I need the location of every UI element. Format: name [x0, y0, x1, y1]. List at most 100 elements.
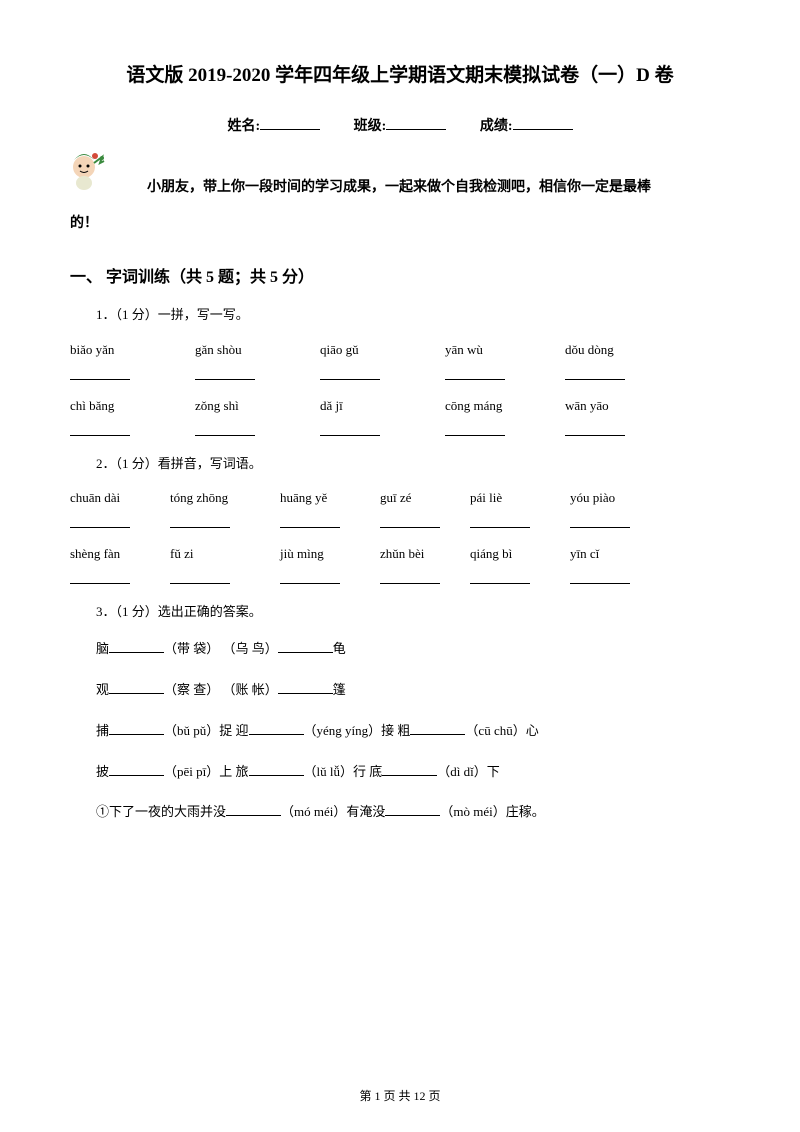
student-info-line: 姓名: 班级: 成绩:	[70, 115, 730, 135]
blank-cell	[70, 514, 130, 528]
q3-text: （带 袋） （乌 鸟）	[164, 641, 278, 656]
blank-cell	[445, 422, 505, 436]
pinyin-cell: fǔ zi	[170, 546, 250, 562]
class-label: 班级:	[354, 119, 387, 134]
blank-cell	[570, 514, 630, 528]
section-1-title: 一、 字词训练（共 5 题；共 5 分）	[70, 263, 730, 287]
pinyin-cell: yīn cǐ	[570, 546, 640, 562]
inline-blank	[278, 682, 333, 694]
pinyin-cell: huāng yě	[280, 490, 350, 506]
q2-blank-row-1	[70, 514, 730, 528]
mascot-icon	[62, 145, 110, 193]
pinyin-cell: dǒu dòng	[565, 342, 645, 358]
greeting-text-2: 的！	[70, 206, 730, 242]
q2-prompt: 2．（1 分）看拼音，写词语。	[70, 454, 730, 475]
q3-text: 观	[96, 682, 109, 697]
q3-text: 篷	[333, 682, 346, 697]
inline-blank	[410, 723, 465, 735]
q3-text: （察 查） （账 帐）	[164, 682, 278, 697]
q3-text: 捕	[96, 723, 109, 738]
page-title: 语文版 2019-2020 学年四年级上学期语文期末模拟试卷（一）D 卷	[70, 60, 730, 87]
blank-cell	[320, 366, 380, 380]
inline-blank	[109, 641, 164, 653]
q3-text: 龟	[333, 641, 346, 656]
q1-blank-row-2	[70, 422, 730, 436]
greeting-text-1: 小朋友，带上你一段时间的学习成果，一起来做个自我检测吧，相信你一定是最棒	[70, 170, 730, 206]
q3-line-1: 脑（带 袋） （乌 鸟）龟	[70, 639, 730, 660]
pinyin-cell: zǒng shì	[195, 398, 265, 414]
q3-text: （mó méi）有淹没	[281, 804, 385, 819]
q3-text: （mò méi）庄稼。	[440, 804, 544, 819]
blank-cell	[70, 422, 130, 436]
q2-pinyin-row-2: shèng fàn fǔ zi jiù mìng zhǔn bèi qiáng …	[70, 546, 730, 562]
q3-text: （yéng yíng）接 粗	[304, 723, 411, 738]
blank-cell	[70, 366, 130, 380]
blank-cell	[280, 570, 340, 584]
blank-cell	[280, 514, 340, 528]
pinyin-cell: jiù mìng	[280, 546, 350, 562]
pinyin-cell: gǎn shòu	[195, 342, 265, 358]
inline-blank	[382, 764, 437, 776]
pinyin-cell: yān wù	[445, 342, 515, 358]
q3-text: ①下了一夜的大雨并没	[96, 804, 226, 819]
pinyin-cell: wān yāo	[565, 398, 645, 414]
name-label: 姓名:	[227, 119, 260, 134]
q1-prompt: 1．（1 分）一拼，写一写。	[70, 305, 730, 326]
pinyin-cell: cōng máng	[445, 398, 515, 414]
inline-blank	[249, 723, 304, 735]
inline-blank	[109, 723, 164, 735]
pinyin-cell: tóng zhōng	[170, 490, 250, 506]
q2-blank-row-2	[70, 570, 730, 584]
pinyin-cell: shèng fàn	[70, 546, 140, 562]
q3-text: （lǔ lǚ）行 底	[304, 764, 383, 779]
page-footer: 第 1 页 共 12 页	[0, 1087, 800, 1104]
q3-text: （cū chū）心	[465, 723, 538, 738]
pinyin-cell: qiáng bì	[470, 546, 540, 562]
q1-pinyin-row-2: chì bǎng zǒng shì dǎ jī cōng máng wān yā…	[70, 398, 730, 414]
pinyin-cell: guī zé	[380, 490, 440, 506]
blank-cell	[445, 366, 505, 380]
pinyin-cell: yóu piào	[570, 490, 640, 506]
q3-line-3: 捕 （bǔ pǔ）捉 迎 （yéng yíng）接 粗 （cū chū）心	[70, 721, 730, 742]
q2-pinyin-row-1: chuān dài tóng zhōng huāng yě guī zé pái…	[70, 490, 730, 506]
blank-cell	[470, 570, 530, 584]
pinyin-cell: pái liè	[470, 490, 540, 506]
q3-text: （dì dǐ）下	[437, 764, 499, 779]
q3-line-5: ①下了一夜的大雨并没 （mó méi）有淹没 （mò méi）庄稼。	[70, 802, 730, 823]
q1-pinyin-row-1: biǎo yǎn gǎn shòu qiāo gǔ yān wù dǒu dòn…	[70, 342, 730, 358]
q3-line-4: 披 （pēi pī）上 旅 （lǔ lǚ）行 底 （dì dǐ）下	[70, 762, 730, 783]
inline-blank	[278, 641, 333, 653]
inline-blank	[249, 764, 304, 776]
inline-blank	[109, 682, 164, 694]
blank-cell	[170, 570, 230, 584]
score-label: 成绩:	[480, 119, 513, 134]
class-blank	[386, 116, 446, 130]
q1-blank-row-1	[70, 366, 730, 380]
blank-cell	[320, 422, 380, 436]
blank-cell	[380, 514, 440, 528]
inline-blank	[385, 804, 440, 816]
pinyin-cell: biǎo yǎn	[70, 342, 140, 358]
blank-cell	[570, 570, 630, 584]
blank-cell	[470, 514, 530, 528]
score-blank	[513, 116, 573, 130]
blank-cell	[195, 366, 255, 380]
blank-cell	[565, 422, 625, 436]
name-blank	[260, 116, 320, 130]
blank-cell	[170, 514, 230, 528]
pinyin-cell: chuān dài	[70, 490, 140, 506]
inline-blank	[109, 764, 164, 776]
q3-prompt: 3．（1 分）选出正确的答案。	[70, 602, 730, 623]
q3-text: 披	[96, 764, 109, 779]
inline-blank	[226, 804, 281, 816]
pinyin-cell: zhǔn bèi	[380, 546, 440, 562]
blank-cell	[380, 570, 440, 584]
q3-line-2: 观 （察 查） （账 帐） 篷	[70, 680, 730, 701]
pinyin-cell: qiāo gǔ	[320, 342, 390, 358]
blank-cell	[565, 366, 625, 380]
q3-text: （pēi pī）上 旅	[164, 764, 249, 779]
pinyin-cell: chì bǎng	[70, 398, 140, 414]
blank-cell	[70, 570, 130, 584]
blank-cell	[195, 422, 255, 436]
q3-text: （bǔ pǔ）捉 迎	[164, 723, 249, 738]
